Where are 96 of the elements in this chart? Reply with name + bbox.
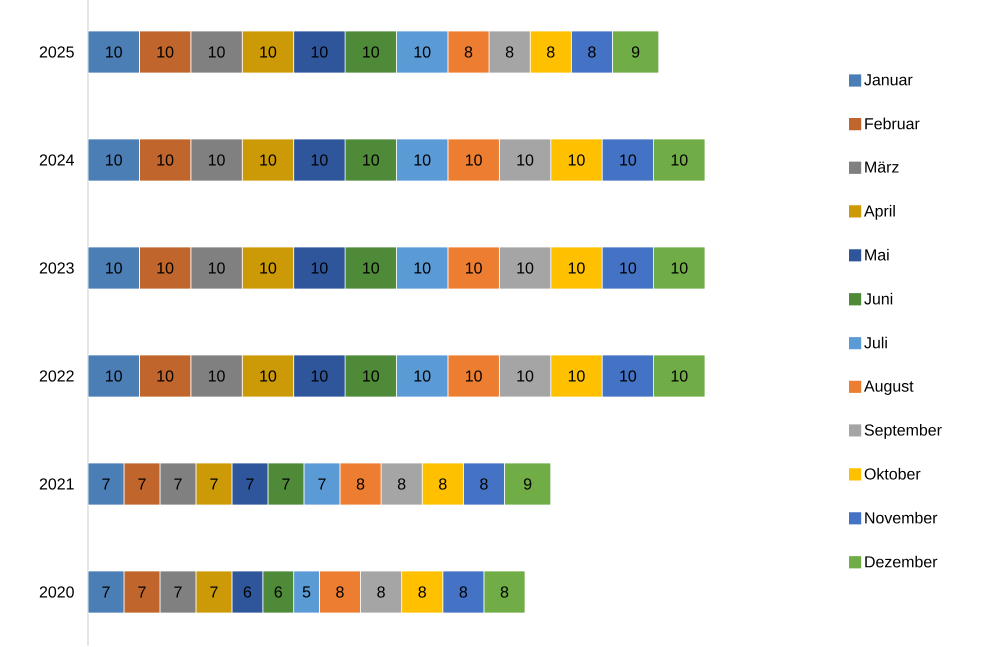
data-label: 10 — [260, 154, 276, 166]
data-label: 7 — [102, 478, 110, 490]
data-label: 10 — [568, 370, 585, 382]
legend-label: April — [864, 204, 895, 220]
data-label: 10 — [620, 262, 636, 274]
bar — [88, 354, 140, 398]
data-label: 10 — [157, 262, 174, 274]
data-label: 8 — [547, 46, 554, 58]
data-label: 10 — [414, 262, 430, 274]
legend-label: Dezember — [865, 556, 938, 568]
data-label: 7 — [210, 586, 218, 598]
bar — [88, 570, 124, 614]
bar — [88, 30, 140, 74]
data-label: 8 — [377, 586, 385, 598]
data-label: 10 — [363, 370, 380, 382]
y-tick-label: 2020 — [40, 586, 74, 598]
data-label: 8 — [398, 478, 406, 490]
data-label: 8 — [480, 478, 488, 490]
data-label: 10 — [208, 370, 225, 382]
data-label: 7 — [174, 478, 182, 490]
data-label: 10 — [672, 262, 688, 274]
data-label: 10 — [620, 370, 636, 382]
data-label: 8 — [588, 46, 596, 58]
data-label: 10 — [312, 370, 328, 382]
data-label: 10 — [106, 154, 122, 166]
data-label: 7 — [318, 478, 326, 490]
data-label: 7 — [102, 586, 110, 598]
data-label: 10 — [363, 46, 380, 58]
data-label: 10 — [106, 262, 122, 274]
legend-label: Januar — [864, 74, 912, 86]
data-label: 10 — [672, 370, 688, 382]
data-label: 10 — [517, 154, 534, 166]
y-tick-label: 2025 — [40, 46, 74, 58]
data-label: 8 — [439, 478, 447, 490]
data-label: 10 — [106, 46, 122, 58]
data-label: 7 — [210, 478, 218, 490]
y-tick-label: 2023 — [40, 262, 74, 274]
data-label: 7 — [174, 586, 182, 598]
bar — [88, 138, 140, 182]
data-label: 8 — [464, 46, 472, 58]
data-label: 6 — [274, 586, 282, 598]
data-label: 10 — [157, 370, 174, 382]
data-label: 10 — [414, 154, 430, 166]
data-label: 10 — [208, 262, 225, 274]
data-label: 7 — [138, 586, 146, 598]
data-label: 8 — [500, 586, 508, 598]
data-label: 8 — [460, 586, 468, 598]
data-label: 10 — [414, 370, 430, 382]
data-label: 10 — [568, 154, 585, 166]
y-tick-label: 2022 — [40, 370, 74, 382]
data-label: 6 — [244, 586, 252, 598]
data-label: 10 — [106, 370, 122, 382]
data-label: 5 — [302, 586, 310, 598]
data-label: 10 — [363, 154, 380, 166]
data-label: 10 — [466, 154, 482, 166]
data-label: 9 — [632, 46, 640, 58]
legend-label: November — [865, 512, 938, 524]
bar — [88, 246, 140, 290]
bar — [88, 462, 124, 506]
data-label: 7 — [246, 478, 254, 490]
data-label: 10 — [260, 262, 276, 274]
data-label: 8 — [506, 46, 514, 58]
legend-label: Oktober — [864, 468, 920, 480]
data-label: 10 — [312, 262, 328, 274]
legend-label: Juni — [864, 292, 892, 304]
data-label: 10 — [568, 262, 585, 274]
legend-label: März — [865, 162, 899, 173]
data-label: 10 — [363, 262, 380, 274]
data-label: 10 — [517, 262, 534, 274]
data-label: 10 — [157, 46, 174, 58]
data-label: 9 — [524, 478, 532, 490]
data-label: 8 — [336, 586, 344, 598]
data-label: 10 — [312, 154, 328, 166]
data-label: 10 — [672, 154, 688, 166]
data-label: 10 — [620, 154, 636, 166]
data-label: 7 — [138, 478, 146, 490]
data-label: 8 — [418, 586, 426, 598]
data-label: 7 — [282, 478, 290, 490]
data-label: 10 — [157, 154, 174, 166]
data-label: 10 — [208, 154, 225, 166]
legend-label: Juli — [864, 336, 887, 348]
data-label: 10 — [260, 46, 276, 58]
data-label: 10 — [208, 46, 225, 58]
y-tick-label: 2024 — [40, 154, 74, 166]
y-tick-label: 2021 — [40, 478, 74, 490]
data-label: 8 — [356, 478, 364, 490]
data-label: 10 — [260, 370, 276, 382]
data-label: 10 — [312, 46, 328, 58]
legend-label: September — [864, 424, 942, 439]
data-label: 10 — [517, 370, 534, 382]
data-label: 10 — [466, 370, 482, 382]
data-label: 10 — [466, 262, 482, 274]
legend-label: August — [864, 380, 914, 395]
data-label: 10 — [414, 46, 430, 58]
legend-label: Februar — [865, 118, 920, 130]
legend-label: Mai — [865, 248, 889, 261]
